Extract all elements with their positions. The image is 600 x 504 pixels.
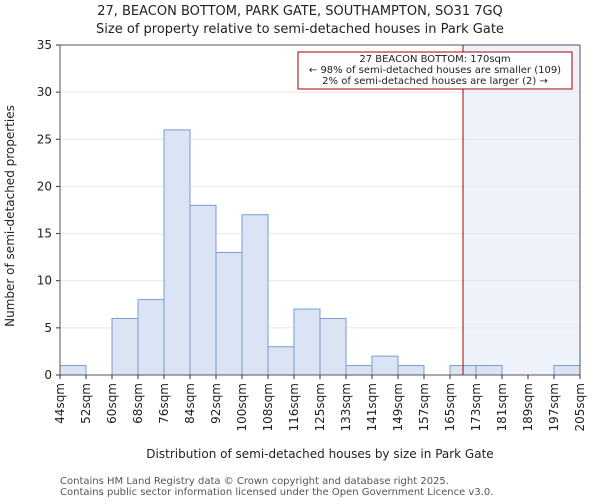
x-tick-label: 125sqm bbox=[313, 383, 327, 431]
histogram-bar bbox=[215, 251, 243, 376]
footer-line1: Contains HM Land Registry data © Crown c… bbox=[60, 476, 449, 487]
histogram-bar bbox=[163, 129, 191, 376]
x-tick-label: 189sqm bbox=[521, 383, 535, 431]
x-tick-label: 52sqm bbox=[79, 383, 93, 424]
histogram-bar bbox=[345, 365, 373, 376]
x-tick-label: 141sqm bbox=[365, 383, 379, 431]
histogram-bar bbox=[475, 365, 503, 376]
x-tick-label: 100sqm bbox=[235, 383, 249, 431]
y-tick-label: 30 bbox=[37, 85, 52, 99]
annotation-box bbox=[297, 51, 573, 90]
x-tick-label: 60sqm bbox=[105, 383, 119, 424]
annotation-line-1: 27 BEACON BOTTOM: 170sqm bbox=[359, 54, 510, 65]
y-tick-label: 15 bbox=[37, 227, 52, 241]
histogram-bar bbox=[59, 365, 87, 376]
histogram-bar bbox=[371, 355, 399, 376]
chart-title-line2: Size of property relative to semi-detach… bbox=[96, 22, 504, 37]
y-tick-label: 0 bbox=[44, 368, 52, 382]
x-tick-label: 205sqm bbox=[573, 383, 587, 431]
x-tick-label: 116sqm bbox=[287, 383, 301, 431]
x-tick-label: 197sqm bbox=[547, 383, 561, 431]
histogram-bar bbox=[319, 317, 347, 376]
y-tick-label: 20 bbox=[37, 179, 52, 193]
footer-line2: Contains public sector information licen… bbox=[60, 487, 493, 498]
x-tick-label: 84sqm bbox=[183, 383, 197, 424]
x-tick-label: 157sqm bbox=[417, 383, 431, 431]
histogram-bar bbox=[137, 299, 165, 376]
y-tick-label: 10 bbox=[37, 274, 52, 288]
x-tick-label: 149sqm bbox=[391, 383, 405, 431]
x-tick-label: 173sqm bbox=[469, 383, 483, 431]
histogram-bar bbox=[241, 214, 269, 376]
histogram-bar bbox=[189, 204, 217, 376]
highlight-region bbox=[463, 45, 580, 375]
x-tick-label: 181sqm bbox=[495, 383, 509, 431]
x-tick-label: 92sqm bbox=[209, 383, 223, 424]
annotation-line-2: ← 98% of semi-detached houses are smalle… bbox=[309, 65, 561, 76]
histogram-bar bbox=[553, 365, 581, 376]
x-tick-label: 44sqm bbox=[53, 383, 67, 424]
y-axis-label: Number of semi-detached properties bbox=[3, 105, 17, 327]
plot-area: 0 5 10 15 20 25 30 35 44sqm 52sqm 60sqm 68sqm 76sqm 8… bbox=[37, 38, 587, 431]
y-tick-label: 25 bbox=[37, 132, 52, 146]
annotation-line-3: 2% of semi-detached houses are larger (2… bbox=[322, 76, 548, 87]
y-tick-label: 35 bbox=[37, 38, 52, 52]
histogram-bar bbox=[111, 317, 139, 376]
chart-title-line1: 27, BEACON BOTTOM, PARK GATE, SOUTHAMPTO… bbox=[97, 4, 503, 19]
x-axis-label: Distribution of semi-detached houses by … bbox=[146, 447, 493, 461]
histogram-bar bbox=[267, 346, 295, 376]
x-tick-label: 108sqm bbox=[261, 383, 275, 431]
y-tick-label: 5 bbox=[44, 321, 52, 335]
histogram-bar bbox=[293, 308, 321, 376]
histogram-bar bbox=[397, 365, 425, 376]
x-tick-label: 133sqm bbox=[339, 383, 353, 431]
x-tick-label: 76sqm bbox=[157, 383, 171, 424]
x-tick-label: 68sqm bbox=[131, 383, 145, 424]
x-tick-label: 165sqm bbox=[443, 383, 457, 431]
